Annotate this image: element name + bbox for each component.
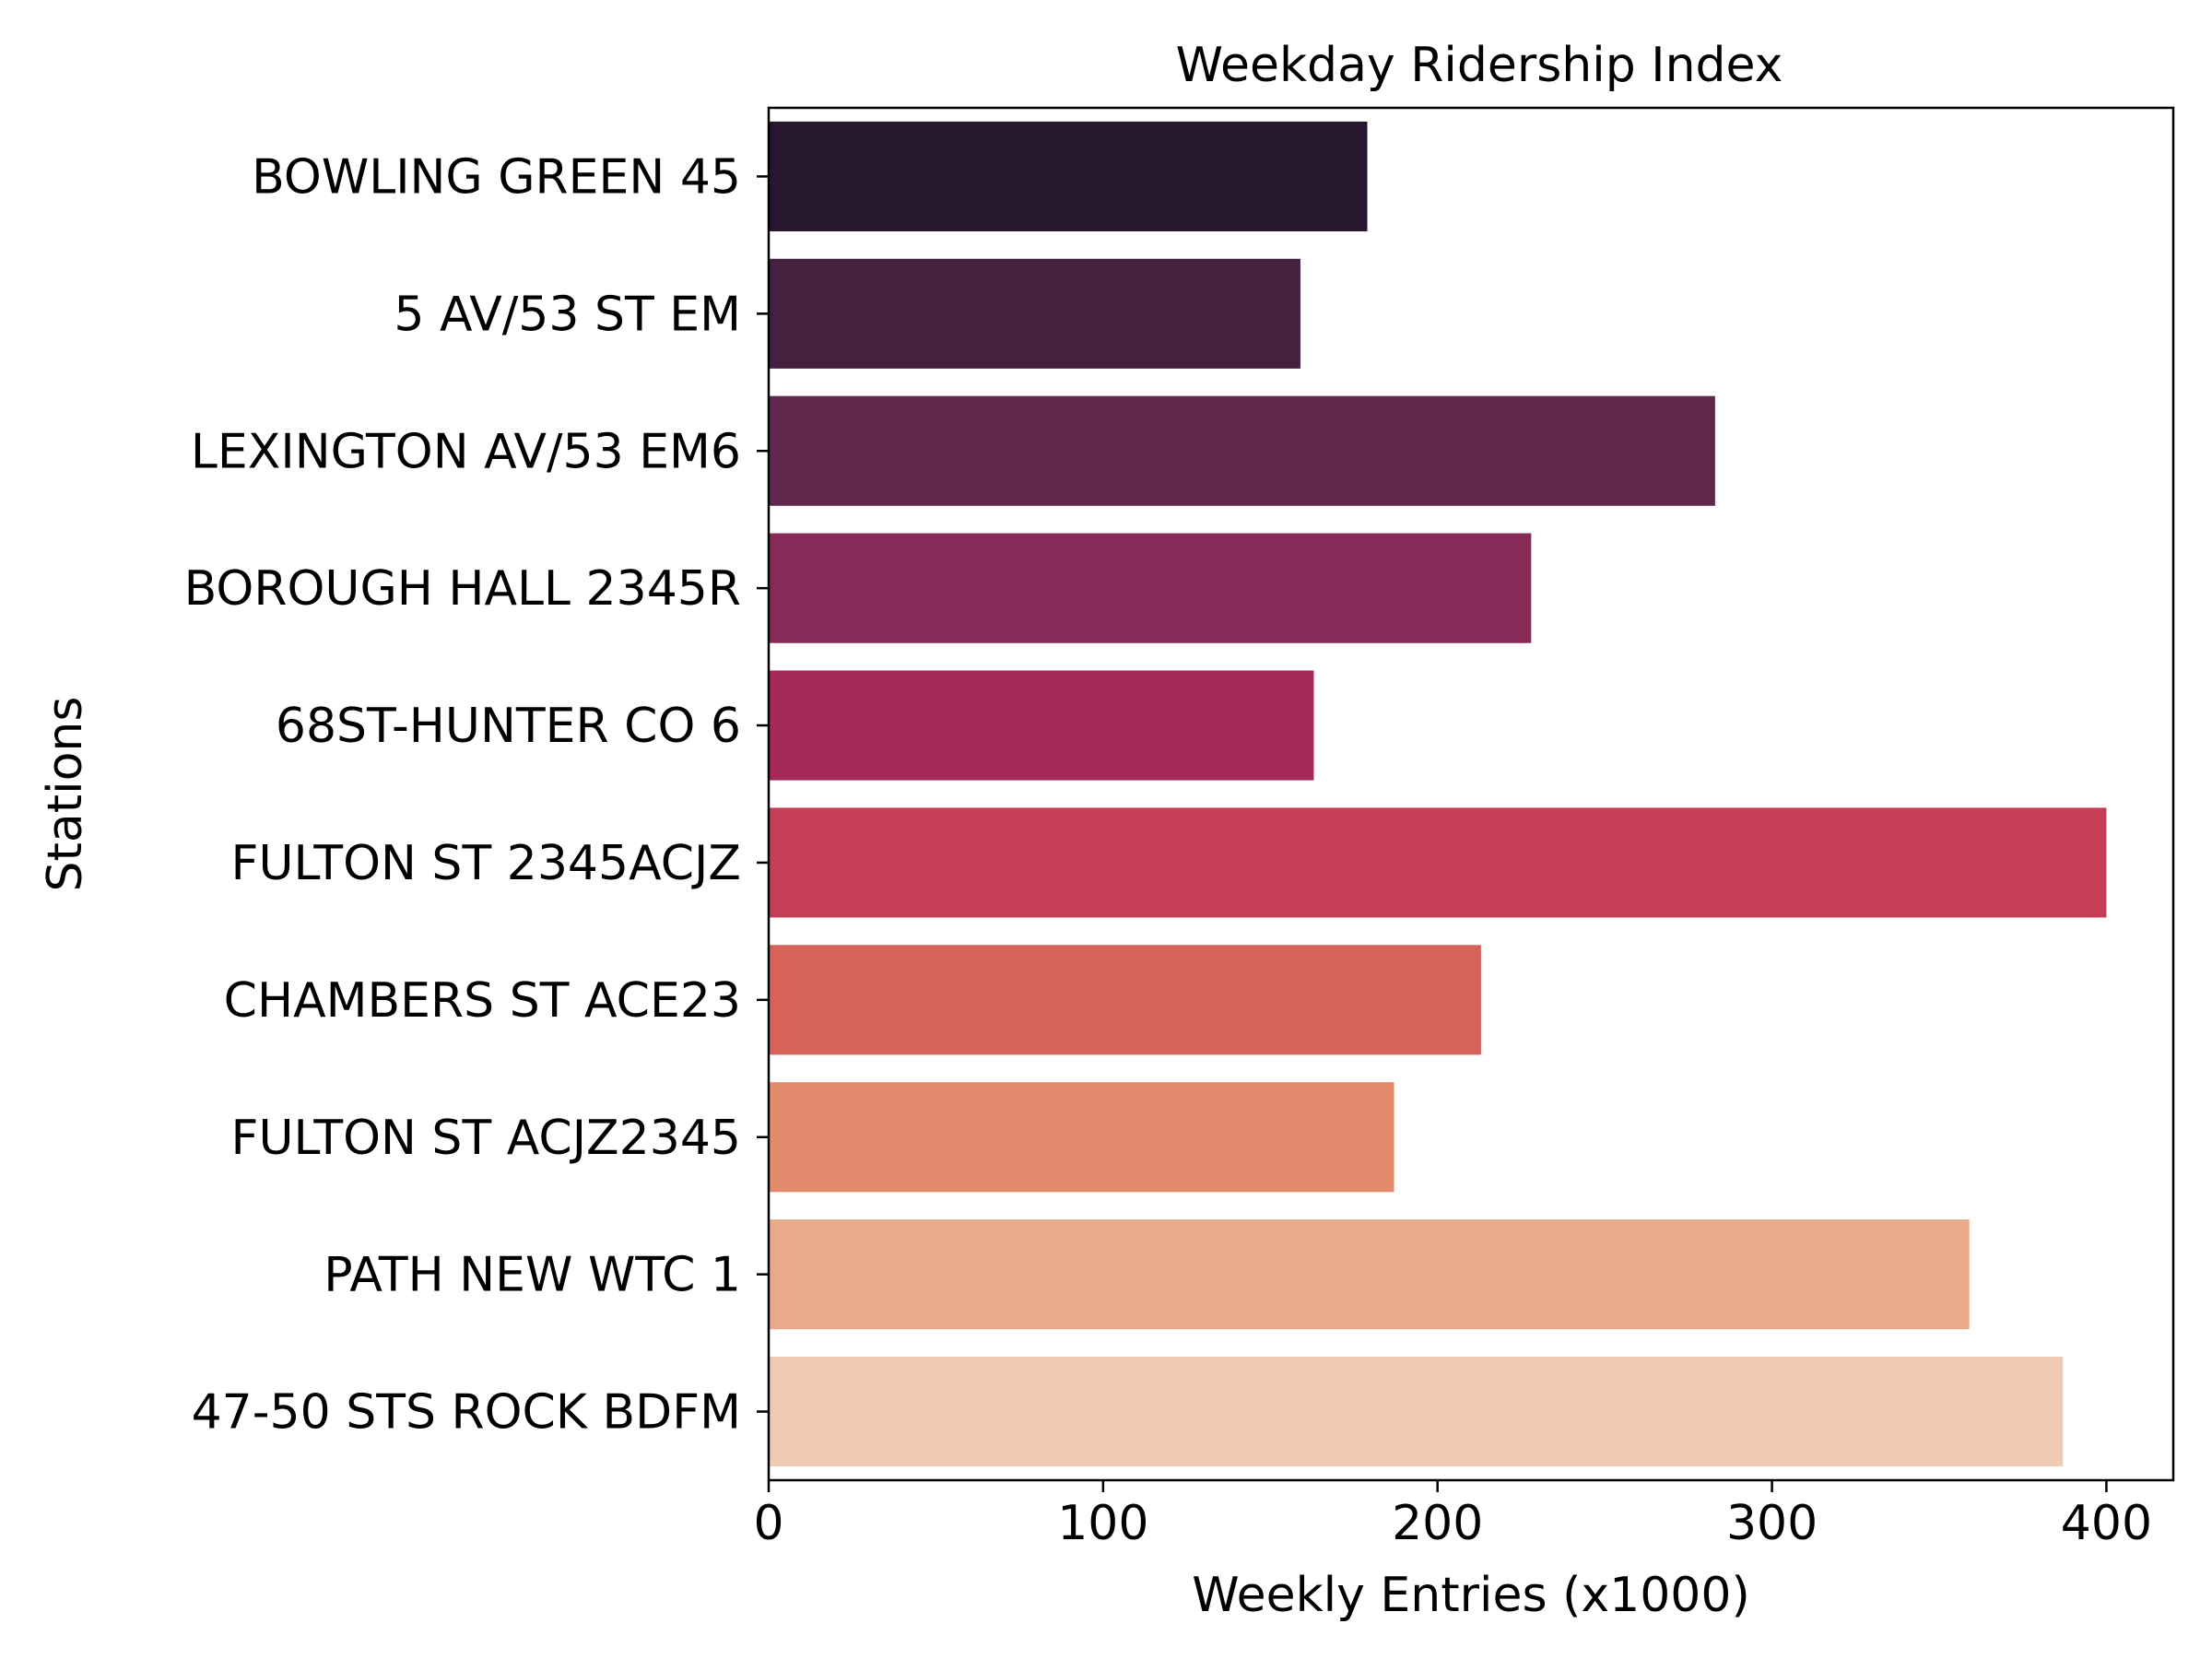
y-tick-label: LEXINGTON AV/53 EM6 bbox=[191, 424, 741, 479]
x-axis-label: Weekly Entries (x1000) bbox=[1192, 1568, 1750, 1623]
bar bbox=[769, 670, 1314, 781]
y-axis-label: Stations bbox=[38, 697, 93, 892]
y-tick-label: FULTON ST ACJZ2345 bbox=[231, 1111, 741, 1166]
y-tick-label: FULTON ST 2345ACJZ bbox=[231, 836, 741, 891]
bar bbox=[769, 121, 1368, 232]
y-tick-label: 47-50 STS ROCK BDFM bbox=[192, 1385, 741, 1441]
bar bbox=[769, 395, 1715, 506]
x-tick-label: 300 bbox=[1726, 1496, 1818, 1551]
x-axis-ticks: 0 100 200 300 400 bbox=[753, 1480, 2152, 1551]
y-tick-label: BOROUGH HALL 2345R bbox=[184, 561, 741, 617]
plot-frame bbox=[767, 106, 2175, 1482]
y-tick-label: 5 AV/53 ST EM bbox=[394, 287, 741, 342]
bars-group bbox=[769, 121, 2107, 1467]
y-tick-label: BOWLING GREEN 45 bbox=[252, 149, 741, 205]
y-tick-label: CHAMBERS ST ACE23 bbox=[224, 973, 741, 1029]
y-tick-label: 68ST-HUNTER CO 6 bbox=[276, 699, 741, 754]
bar bbox=[769, 258, 1300, 369]
bar bbox=[769, 1219, 1970, 1330]
chart-title: Weekday Ridership Index bbox=[1176, 38, 1783, 93]
bar bbox=[769, 1356, 2064, 1467]
bar bbox=[769, 945, 1481, 1055]
bar bbox=[769, 533, 1532, 643]
bar bbox=[769, 1082, 1394, 1193]
bar bbox=[769, 807, 2107, 918]
x-tick-label: 0 bbox=[753, 1496, 783, 1551]
x-tick-label: 200 bbox=[1392, 1496, 1483, 1551]
y-axis-ticks: BOWLING GREEN 45 5 AV/53 ST EM LEXINGTON A… bbox=[184, 149, 769, 1441]
y-tick-label: PATH NEW WTC 1 bbox=[324, 1248, 741, 1303]
x-tick-label: 100 bbox=[1057, 1496, 1148, 1551]
x-tick-label: 400 bbox=[2061, 1496, 2152, 1551]
